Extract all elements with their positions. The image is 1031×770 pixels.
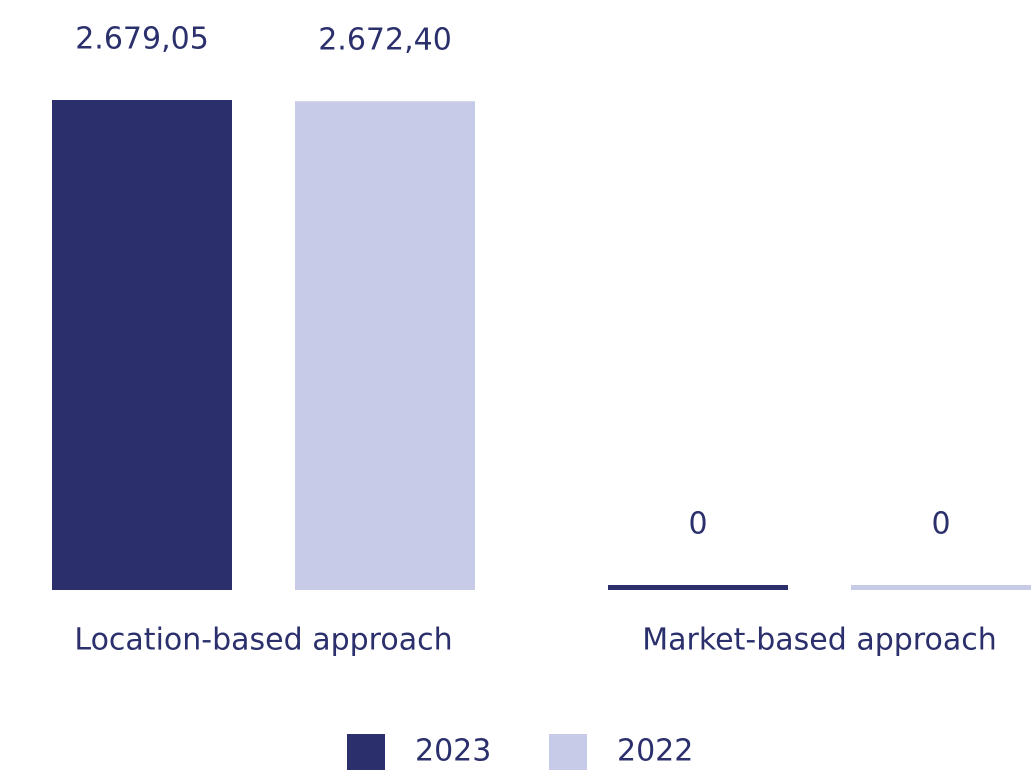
legend-label: 2023 bbox=[415, 734, 491, 769]
value-label: 0 bbox=[931, 507, 950, 542]
legend-swatch bbox=[347, 734, 385, 770]
value-label: 2.672,40 bbox=[318, 23, 452, 58]
bar bbox=[295, 101, 475, 591]
category-label: Location-based approach bbox=[74, 623, 452, 658]
legend-swatch bbox=[549, 734, 587, 770]
category-label: Market-based approach bbox=[642, 623, 996, 658]
value-label: 0 bbox=[688, 507, 707, 542]
bar bbox=[851, 585, 1031, 590]
bar bbox=[52, 100, 232, 590]
value-label: 2.679,05 bbox=[75, 22, 209, 57]
bar bbox=[608, 585, 788, 590]
legend-label: 2022 bbox=[617, 734, 693, 769]
